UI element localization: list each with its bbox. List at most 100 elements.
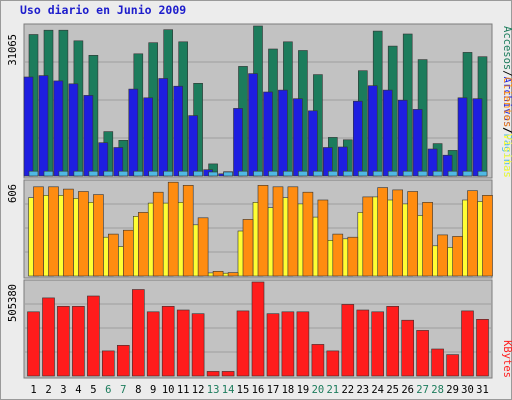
bar-archivos-day-3 xyxy=(53,80,64,177)
x-tick-18: 18 xyxy=(282,384,295,396)
bar-clientes-day-24 xyxy=(377,187,389,277)
bar-archivos-day-25 xyxy=(382,89,393,177)
bar-clientes-day-2 xyxy=(48,186,59,277)
bar-archivos-day-31 xyxy=(472,98,483,177)
bar-kbytes-day-28 xyxy=(431,348,444,377)
bar-kbytes-day-13 xyxy=(206,371,220,377)
bar-pginas-day-16 xyxy=(253,170,263,177)
bar-clientes-day-31 xyxy=(482,195,493,277)
x-tick-20: 20 xyxy=(312,384,325,396)
x-tick-23: 23 xyxy=(356,384,369,396)
bar-kbytes-day-4 xyxy=(72,305,85,377)
legend-archivos: Archivos xyxy=(501,77,512,128)
bar-pginas-day-11 xyxy=(178,170,188,177)
top-ymax-label: 31065 xyxy=(7,34,19,66)
bar-archivos-day-29 xyxy=(442,154,453,177)
x-tick-3: 3 xyxy=(60,384,66,396)
bar-clientes-day-14 xyxy=(227,272,239,277)
bar-pginas-day-19 xyxy=(298,170,308,177)
legend-accesos: Accesos xyxy=(501,26,512,70)
bars xyxy=(23,25,493,377)
bar-archivos-day-10 xyxy=(158,78,168,177)
x-tick-13: 13 xyxy=(207,384,220,396)
bar-archivos-day-24 xyxy=(367,85,378,177)
x-tick-1: 1 xyxy=(30,384,36,396)
x-tick-2: 2 xyxy=(45,384,51,396)
x-tick-27: 27 xyxy=(416,384,429,396)
bar-archivos-day-28 xyxy=(427,148,438,177)
legend-clientes: Clientes xyxy=(501,77,512,128)
bar-kbytes-day-27 xyxy=(416,330,429,377)
bar-clientes-day-3 xyxy=(63,188,74,277)
bar-pginas-day-7 xyxy=(118,170,129,177)
bar-kbytes-day-6 xyxy=(102,350,115,377)
bar-clientes-day-23 xyxy=(362,196,374,277)
bar-archivos-day-2 xyxy=(38,75,49,177)
legend-sep-3: / xyxy=(501,127,512,133)
bar-clientes-day-18 xyxy=(287,186,299,277)
bar-kbytes-day-18 xyxy=(281,311,295,377)
bar-pginas-day-22 xyxy=(342,170,353,177)
bar-archivos-day-20 xyxy=(308,110,318,177)
bar-kbytes-day-22 xyxy=(341,304,355,377)
x-tick-8: 8 xyxy=(135,384,141,396)
bar-clientes-day-12 xyxy=(197,217,209,277)
bar-pginas-day-21 xyxy=(327,170,338,177)
bar-pginas-day-10 xyxy=(163,170,173,177)
bar-clientes-day-13 xyxy=(212,270,224,277)
bar-pginas-day-23 xyxy=(357,170,368,177)
bar-kbytes-day-19 xyxy=(296,311,310,377)
bar-clientes-day-26 xyxy=(407,191,419,277)
bar-kbytes-day-15 xyxy=(236,310,250,377)
bar-archivos-day-18 xyxy=(278,89,288,177)
x-tick-14: 14 xyxy=(222,384,235,396)
bar-kbytes-day-17 xyxy=(266,313,280,377)
bar-kbytes-day-21 xyxy=(326,350,340,377)
bar-kbytes-day-23 xyxy=(356,309,370,377)
x-tick-6: 6 xyxy=(105,384,111,396)
x-tick-4: 4 xyxy=(75,384,81,396)
x-tick-21: 21 xyxy=(326,384,339,396)
bar-kbytes-day-26 xyxy=(401,319,415,377)
bar-pginas-day-2 xyxy=(43,170,54,177)
chart-title: Uso diario en Junio 2009 xyxy=(20,3,187,17)
bar-clientes-day-10 xyxy=(167,181,179,277)
bar-kbytes-day-3 xyxy=(57,305,70,377)
bar-clientes-day-4 xyxy=(78,191,89,277)
bottom-right-legend: KBytes xyxy=(501,340,512,378)
bar-clientes-day-15 xyxy=(242,219,254,277)
bar-archivos-day-27 xyxy=(412,109,423,177)
bar-pginas-day-28 xyxy=(432,170,443,177)
x-tick-17: 17 xyxy=(267,384,280,396)
bar-archivos-day-17 xyxy=(263,91,273,177)
bar-kbytes-day-7 xyxy=(117,344,130,377)
x-tick-labels: 1 2 3 4 5 6 7 8 9 10 11 12 13 14 15 16 17 18 19 20 21 22 23 24 2… xyxy=(30,384,488,396)
bar-kbytes-day-24 xyxy=(371,311,385,377)
bar-clientes-day-29 xyxy=(452,236,463,277)
bar-pginas-day-12 xyxy=(193,170,203,177)
middle-ymax-label: 606 xyxy=(7,184,19,203)
bar-archivos-day-19 xyxy=(293,98,303,177)
x-tick-29: 29 xyxy=(446,384,459,396)
bar-clientes-day-19 xyxy=(302,191,314,277)
bar-kbytes-day-31 xyxy=(476,318,489,377)
x-tick-7: 7 xyxy=(120,384,126,396)
bar-clientes-day-27 xyxy=(422,202,433,277)
bottom-ymax-label: 505380 xyxy=(7,284,19,322)
x-tick-12: 12 xyxy=(192,384,205,396)
bar-kbytes-day-29 xyxy=(446,354,459,377)
x-tick-9: 9 xyxy=(150,384,156,396)
bar-pginas-day-13 xyxy=(208,171,218,177)
legend-sep-1: / xyxy=(501,70,512,76)
bar-kbytes-day-14 xyxy=(221,371,235,377)
bar-archivos-day-1 xyxy=(23,76,34,177)
bar-archivos-day-12 xyxy=(188,115,198,177)
bar-archivos-day-5 xyxy=(83,95,94,177)
legend-visitas: Visitas xyxy=(501,134,512,178)
bar-pginas-day-15 xyxy=(238,170,248,177)
bar-kbytes-day-12 xyxy=(191,313,205,377)
bar-clientes-day-7 xyxy=(123,229,134,277)
bar-clientes-day-5 xyxy=(93,194,104,277)
top-right-legend: Accesos/Archivos/Páginas xyxy=(501,26,512,178)
